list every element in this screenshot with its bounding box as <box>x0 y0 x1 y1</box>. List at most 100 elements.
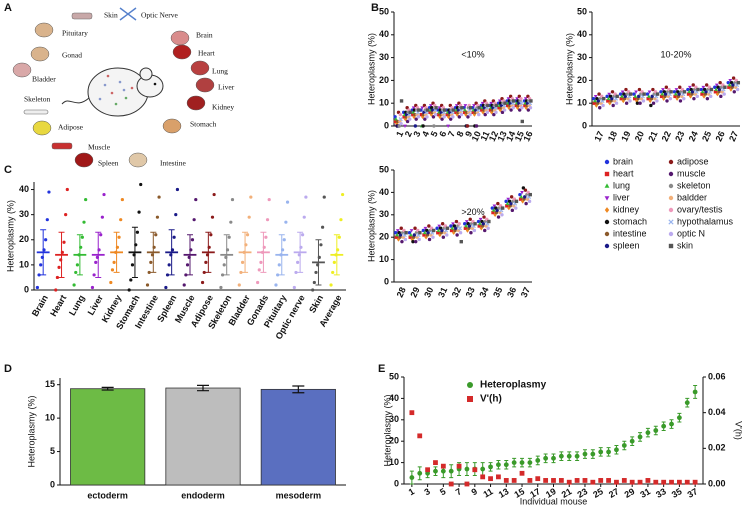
data-point <box>727 82 732 87</box>
mouse-illustration <box>61 67 164 117</box>
data-point <box>733 85 738 89</box>
data-point <box>145 283 150 287</box>
data-point <box>456 228 461 233</box>
data-point <box>422 233 426 237</box>
data-point <box>476 219 481 224</box>
y-tick-label: 10 <box>389 457 399 467</box>
data-point <box>702 94 706 99</box>
data-point <box>619 96 623 101</box>
y-tick-label: 50 <box>389 371 399 381</box>
data-point <box>529 99 533 103</box>
data-point <box>649 103 653 108</box>
y-tick-label: 50 <box>577 6 587 16</box>
data-point <box>464 481 470 487</box>
data-point <box>147 270 151 275</box>
x-tick-label: 1 <box>394 130 405 139</box>
data-point <box>277 263 281 267</box>
data-point <box>435 226 439 230</box>
data-point <box>620 90 625 94</box>
data-point <box>590 479 596 485</box>
x-tick-label: 3 <box>411 130 422 139</box>
y-tick-label: 20 <box>19 234 29 244</box>
data-point <box>212 192 216 197</box>
data-point <box>496 474 501 480</box>
legend-label: V'(h) <box>480 394 502 405</box>
data-point <box>202 270 206 275</box>
data-point <box>661 96 666 101</box>
data-point <box>433 460 438 465</box>
organ-icon <box>170 30 190 46</box>
data-point <box>464 466 470 472</box>
data-point <box>428 110 432 115</box>
data-point <box>84 197 88 202</box>
data-point <box>296 260 300 264</box>
data-point <box>480 101 485 106</box>
data-point <box>398 112 402 117</box>
data-point <box>709 94 713 99</box>
x-tick-label: 16 <box>521 130 534 143</box>
data-point <box>527 199 532 204</box>
legend-marker <box>604 183 610 188</box>
data-point <box>692 96 696 101</box>
data-point <box>436 112 441 117</box>
x-tick-label: 20 <box>633 130 646 143</box>
data-point <box>655 92 660 96</box>
x-tick-label: 21 <box>646 130 659 143</box>
data-point <box>620 94 624 98</box>
y-tick-label: 10 <box>45 413 55 423</box>
data-point <box>518 192 522 197</box>
data-point <box>606 96 611 100</box>
data-point <box>615 94 619 99</box>
data-point <box>593 95 598 99</box>
data-point <box>699 87 704 92</box>
y-tick-label: 40 <box>19 184 29 194</box>
data-point <box>155 215 160 219</box>
data-point <box>257 268 261 272</box>
data-point <box>661 423 667 429</box>
data-point <box>607 92 612 97</box>
data-point <box>497 106 501 110</box>
organ-icon <box>128 152 148 168</box>
data-point <box>633 96 637 101</box>
data-point <box>610 90 615 94</box>
organ-label: Optic Nerve <box>141 11 179 20</box>
data-point <box>431 235 435 239</box>
organ-label: Liver <box>218 83 235 92</box>
data-point <box>412 233 417 237</box>
data-point <box>487 219 491 224</box>
data-point <box>598 449 604 455</box>
data-point <box>337 235 341 239</box>
x-tick-label: 9 <box>463 130 474 139</box>
data-point <box>429 104 433 108</box>
y-tick-label: 30 <box>577 52 587 62</box>
data-point <box>408 235 412 239</box>
data-point <box>460 106 464 110</box>
data-point <box>695 94 699 99</box>
data-point <box>728 79 733 83</box>
legend-marker <box>604 196 610 201</box>
data-point <box>57 265 61 269</box>
organ-icon <box>71 12 93 20</box>
y-tick-label: 10 <box>577 98 587 108</box>
data-point <box>668 96 673 101</box>
x-tick-label: 37 <box>519 286 532 299</box>
data-point <box>602 96 606 101</box>
x-tick-label: 24 <box>687 130 700 143</box>
data-point <box>274 283 278 287</box>
x-tick-label: endoderm <box>181 490 225 500</box>
data-point <box>599 101 603 105</box>
data-point <box>120 197 124 202</box>
data-point <box>245 233 250 237</box>
organ-icon <box>186 95 206 111</box>
data-point <box>684 400 690 406</box>
organ-icon <box>119 7 137 21</box>
data-point <box>54 288 58 292</box>
data-point <box>414 239 418 244</box>
y2-axis-label: V'(h) <box>734 421 744 440</box>
y-axis-label: Heteroplasmy (%) <box>564 33 574 105</box>
organ-icon <box>74 152 94 168</box>
data-point <box>524 105 528 110</box>
data-point <box>523 97 528 101</box>
legend-marker <box>467 396 473 402</box>
data-point <box>441 235 446 239</box>
